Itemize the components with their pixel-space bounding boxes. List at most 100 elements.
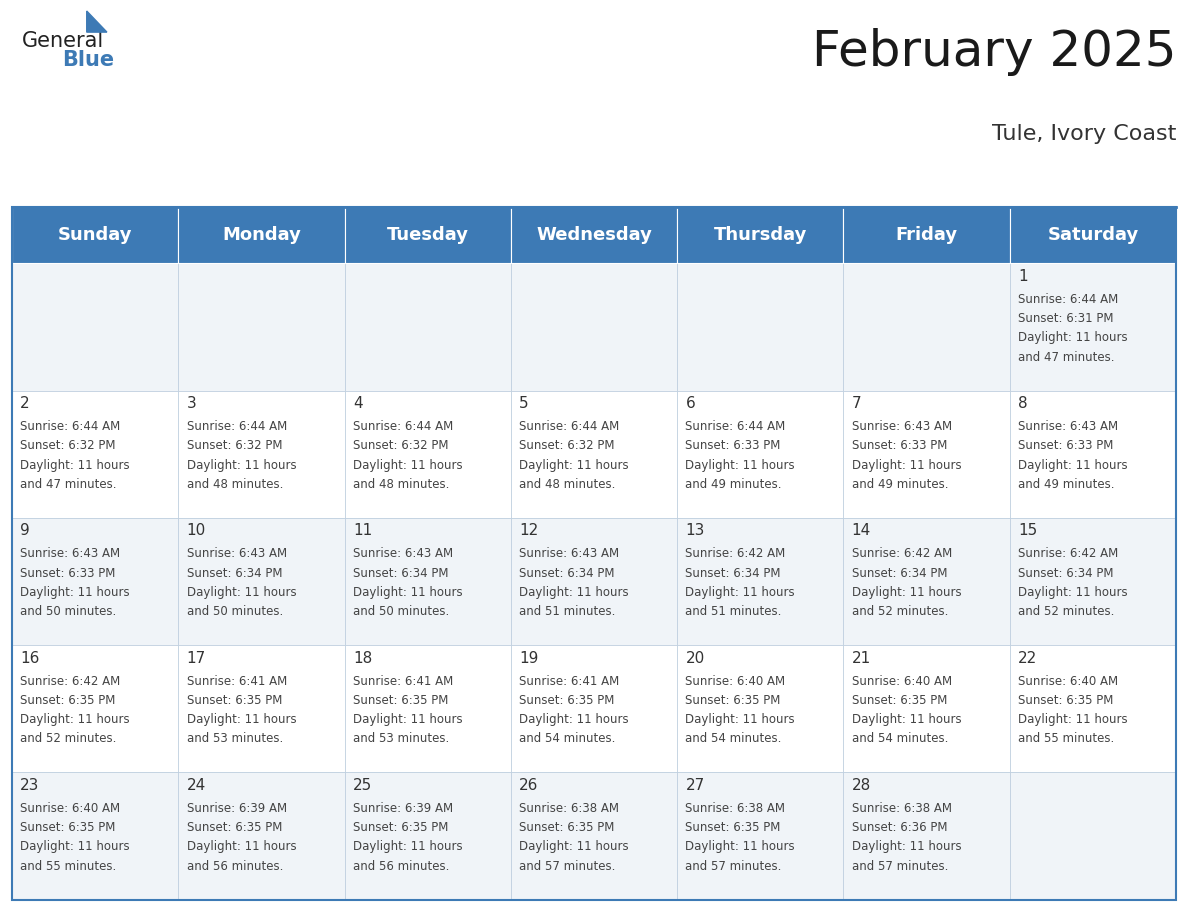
Text: Sunset: 6:34 PM: Sunset: 6:34 PM [519, 566, 614, 579]
Text: and 47 minutes.: and 47 minutes. [1018, 351, 1114, 364]
Text: Blue: Blue [62, 50, 114, 70]
Text: Daylight: 11 hours: Daylight: 11 hours [852, 459, 961, 472]
Bar [843, 645, 1010, 772]
Text: and 57 minutes.: and 57 minutes. [519, 859, 615, 873]
Text: Saturday: Saturday [1048, 226, 1138, 244]
Text: Sunset: 6:34 PM: Sunset: 6:34 PM [353, 566, 448, 579]
Bar [1010, 645, 1176, 772]
Text: Sunset: 6:35 PM: Sunset: 6:35 PM [20, 694, 115, 707]
Text: Sunrise: 6:44 AM: Sunrise: 6:44 AM [353, 420, 453, 433]
Bar [178, 645, 345, 772]
Text: Daylight: 11 hours: Daylight: 11 hours [852, 586, 961, 599]
Bar [345, 645, 511, 772]
Text: and 49 minutes.: and 49 minutes. [1018, 478, 1114, 491]
Text: Sunrise: 6:44 AM: Sunrise: 6:44 AM [20, 420, 120, 433]
Text: Sunrise: 6:40 AM: Sunrise: 6:40 AM [685, 675, 785, 688]
Text: Sunrise: 6:42 AM: Sunrise: 6:42 AM [1018, 547, 1118, 560]
Bar [178, 391, 345, 518]
Text: 16: 16 [20, 651, 39, 666]
Bar [1010, 263, 1176, 391]
Bar [677, 645, 843, 772]
Text: Sunday: Sunday [58, 226, 132, 244]
Text: Sunset: 6:34 PM: Sunset: 6:34 PM [852, 566, 947, 579]
Text: Sunrise: 6:43 AM: Sunrise: 6:43 AM [20, 547, 120, 560]
Bar [1010, 518, 1176, 645]
Text: and 52 minutes.: and 52 minutes. [852, 605, 948, 618]
Text: Daylight: 11 hours: Daylight: 11 hours [353, 459, 462, 472]
Text: Sunrise: 6:42 AM: Sunrise: 6:42 AM [20, 675, 120, 688]
Text: Sunrise: 6:43 AM: Sunrise: 6:43 AM [852, 420, 952, 433]
Bar [843, 207, 1010, 263]
Bar [178, 263, 345, 391]
Text: 6: 6 [685, 397, 695, 411]
Text: Daylight: 11 hours: Daylight: 11 hours [1018, 586, 1127, 599]
Text: Sunrise: 6:40 AM: Sunrise: 6:40 AM [1018, 675, 1118, 688]
Bar [12, 772, 178, 900]
Text: 14: 14 [852, 523, 871, 539]
Text: Sunrise: 6:42 AM: Sunrise: 6:42 AM [852, 547, 952, 560]
Text: 23: 23 [20, 778, 39, 793]
Text: Sunset: 6:35 PM: Sunset: 6:35 PM [187, 694, 282, 707]
Text: Daylight: 11 hours: Daylight: 11 hours [187, 459, 296, 472]
Text: Daylight: 11 hours: Daylight: 11 hours [1018, 331, 1127, 344]
Bar [178, 207, 345, 263]
Bar [511, 263, 677, 391]
Text: 13: 13 [685, 523, 704, 539]
Text: and 57 minutes.: and 57 minutes. [852, 859, 948, 873]
Text: Daylight: 11 hours: Daylight: 11 hours [685, 586, 795, 599]
Polygon shape [87, 11, 107, 32]
Bar [178, 772, 345, 900]
Text: Daylight: 11 hours: Daylight: 11 hours [187, 586, 296, 599]
Text: Sunset: 6:35 PM: Sunset: 6:35 PM [852, 694, 947, 707]
Text: and 55 minutes.: and 55 minutes. [20, 859, 116, 873]
Text: Sunset: 6:32 PM: Sunset: 6:32 PM [20, 440, 115, 453]
Bar [677, 772, 843, 900]
Bar [12, 207, 178, 263]
Bar [677, 263, 843, 391]
Text: Sunrise: 6:41 AM: Sunrise: 6:41 AM [353, 675, 453, 688]
Text: 26: 26 [519, 778, 538, 793]
Text: and 50 minutes.: and 50 minutes. [187, 605, 283, 618]
Text: 7: 7 [852, 397, 861, 411]
Text: and 53 minutes.: and 53 minutes. [187, 733, 283, 745]
Text: Sunrise: 6:43 AM: Sunrise: 6:43 AM [1018, 420, 1118, 433]
Text: 25: 25 [353, 778, 372, 793]
Bar [843, 518, 1010, 645]
Text: Daylight: 11 hours: Daylight: 11 hours [353, 713, 462, 726]
Text: and 48 minutes.: and 48 minutes. [519, 478, 615, 491]
Text: and 48 minutes.: and 48 minutes. [353, 478, 449, 491]
Text: and 52 minutes.: and 52 minutes. [20, 733, 116, 745]
Bar [1010, 391, 1176, 518]
Bar [1010, 207, 1176, 263]
Text: Sunrise: 6:42 AM: Sunrise: 6:42 AM [685, 547, 785, 560]
Text: Tule, Ivory Coast: Tule, Ivory Coast [992, 124, 1176, 144]
Text: and 56 minutes.: and 56 minutes. [187, 859, 283, 873]
Text: 2: 2 [20, 397, 30, 411]
Text: Sunrise: 6:43 AM: Sunrise: 6:43 AM [187, 547, 286, 560]
Text: Sunset: 6:35 PM: Sunset: 6:35 PM [187, 821, 282, 834]
Text: Daylight: 11 hours: Daylight: 11 hours [20, 840, 129, 854]
Text: and 55 minutes.: and 55 minutes. [1018, 733, 1114, 745]
Text: Daylight: 11 hours: Daylight: 11 hours [519, 840, 628, 854]
Bar [677, 207, 843, 263]
Text: Wednesday: Wednesday [536, 226, 652, 244]
Text: Daylight: 11 hours: Daylight: 11 hours [685, 713, 795, 726]
Text: and 56 minutes.: and 56 minutes. [353, 859, 449, 873]
Text: Sunrise: 6:41 AM: Sunrise: 6:41 AM [519, 675, 619, 688]
Text: Sunset: 6:35 PM: Sunset: 6:35 PM [353, 821, 448, 834]
Text: 4: 4 [353, 397, 362, 411]
Text: Sunset: 6:33 PM: Sunset: 6:33 PM [1018, 440, 1113, 453]
Text: Sunset: 6:34 PM: Sunset: 6:34 PM [1018, 566, 1113, 579]
Text: Sunrise: 6:39 AM: Sunrise: 6:39 AM [187, 801, 286, 815]
Text: Sunrise: 6:38 AM: Sunrise: 6:38 AM [685, 801, 785, 815]
Text: Sunset: 6:36 PM: Sunset: 6:36 PM [852, 821, 947, 834]
Text: Daylight: 11 hours: Daylight: 11 hours [20, 459, 129, 472]
Text: Tuesday: Tuesday [386, 226, 469, 244]
Text: Sunrise: 6:40 AM: Sunrise: 6:40 AM [20, 801, 120, 815]
Text: and 50 minutes.: and 50 minutes. [20, 605, 116, 618]
Bar [843, 263, 1010, 391]
Text: 22: 22 [1018, 651, 1037, 666]
Text: Thursday: Thursday [714, 226, 807, 244]
Text: and 48 minutes.: and 48 minutes. [187, 478, 283, 491]
Bar [511, 518, 677, 645]
